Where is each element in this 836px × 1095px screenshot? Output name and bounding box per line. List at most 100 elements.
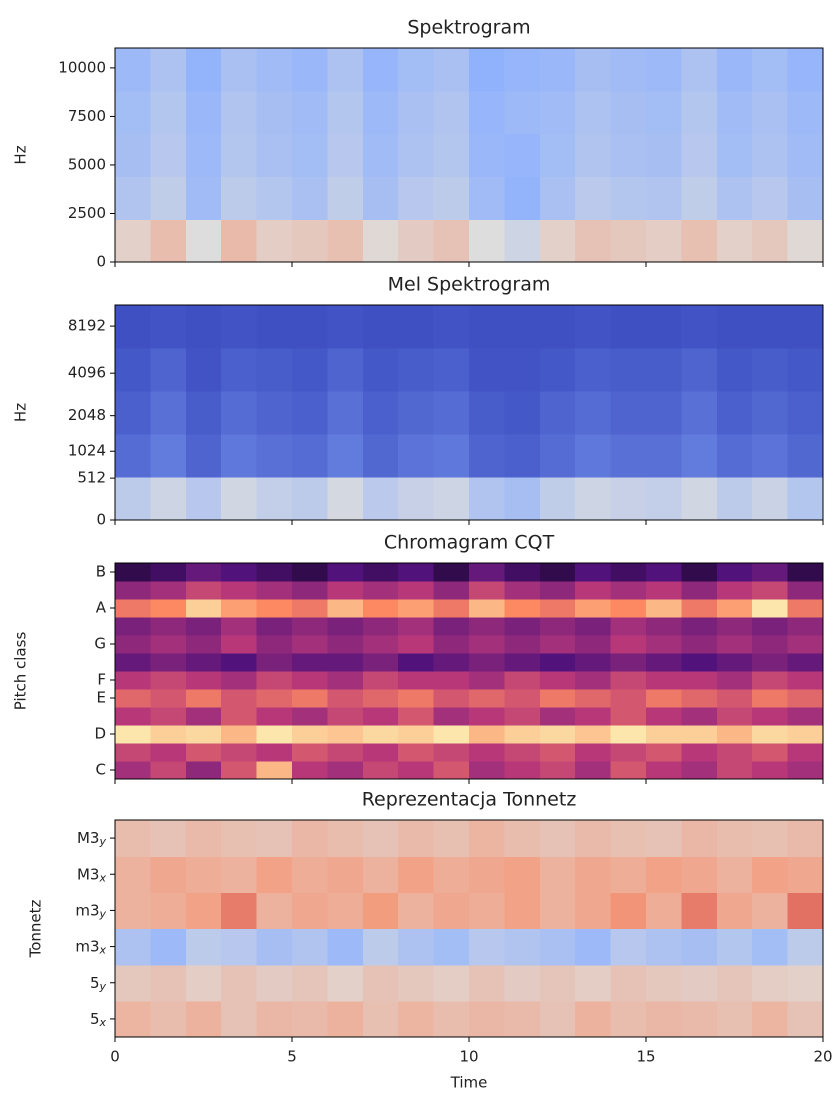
heatmap-cell bbox=[469, 653, 505, 672]
heatmap-cell bbox=[362, 581, 399, 600]
heatmap-cell bbox=[504, 856, 541, 893]
heatmap-cell bbox=[610, 219, 647, 263]
heatmap-cell bbox=[433, 176, 470, 220]
heatmap-cell bbox=[398, 48, 435, 92]
heatmap-cell bbox=[362, 617, 399, 636]
heatmap-cell bbox=[221, 653, 258, 672]
heatmap-cell bbox=[681, 90, 718, 135]
heatmap-cell bbox=[646, 219, 682, 263]
heatmap-cell bbox=[716, 653, 753, 672]
heatmap-cell bbox=[752, 391, 789, 435]
heatmap-cell bbox=[752, 892, 789, 930]
heatmap-cell bbox=[575, 892, 612, 930]
heatmap-cell bbox=[115, 348, 151, 392]
heatmap-cell bbox=[292, 48, 328, 92]
heatmap-cell bbox=[610, 725, 647, 744]
heatmap-cell bbox=[752, 599, 789, 618]
heatmap-cell bbox=[256, 964, 293, 1002]
heatmap-cell bbox=[575, 563, 612, 582]
heatmap-cell bbox=[221, 689, 258, 708]
heatmap-cell bbox=[292, 635, 328, 654]
heatmap-cell bbox=[256, 599, 293, 618]
heatmap-cell bbox=[610, 892, 647, 930]
heatmap-cell bbox=[575, 133, 612, 177]
heatmap-cell bbox=[787, 856, 824, 893]
heatmap-cell bbox=[398, 305, 435, 349]
heatmap-cell bbox=[716, 219, 753, 263]
heatmap-cell bbox=[221, 892, 258, 930]
heatmap-cell bbox=[256, 219, 293, 263]
heatmap-cell bbox=[504, 391, 541, 435]
heatmap-cell bbox=[115, 707, 151, 726]
heatmap-cell bbox=[115, 1000, 151, 1038]
heatmap-cell bbox=[610, 635, 647, 654]
heatmap-cell bbox=[575, 635, 612, 654]
heatmap-cell bbox=[504, 434, 541, 478]
heatmap-cell bbox=[681, 133, 718, 177]
heatmap-cell bbox=[115, 305, 151, 349]
heatmap-cell bbox=[327, 617, 364, 636]
y-tick-label: 0 bbox=[96, 511, 106, 529]
heatmap-cell bbox=[185, 133, 222, 177]
heatmap-cell bbox=[752, 434, 789, 478]
heatmap-cell bbox=[787, 689, 824, 708]
heatmap-cell bbox=[752, 617, 789, 636]
heatmap-cell bbox=[610, 348, 647, 392]
heatmap-cell bbox=[610, 305, 647, 349]
heatmap-cell bbox=[504, 348, 541, 392]
heatmap-cell bbox=[610, 581, 647, 600]
heatmap-cell bbox=[433, 617, 470, 636]
heatmap-cell bbox=[256, 928, 293, 966]
heatmap-cell bbox=[504, 599, 541, 618]
heatmap-cell bbox=[787, 725, 824, 744]
heatmap-cell bbox=[433, 599, 470, 618]
heatmap-cell bbox=[362, 563, 399, 582]
heatmap-cell bbox=[469, 434, 505, 478]
heatmap-cell bbox=[575, 671, 612, 690]
heatmap-cell bbox=[150, 820, 187, 857]
heatmap-cell bbox=[787, 928, 824, 966]
heatmap-cell bbox=[752, 90, 789, 135]
heatmap-cell bbox=[504, 219, 541, 263]
heatmap-cell bbox=[646, 48, 682, 92]
chart-title: Mel Spektrogram bbox=[388, 274, 551, 296]
heatmap-cell bbox=[787, 761, 824, 780]
heatmap-cell bbox=[221, 856, 258, 893]
heatmap-cell bbox=[681, 617, 718, 636]
y-tick-label: 7500 bbox=[68, 107, 106, 125]
heatmap-cell bbox=[716, 725, 753, 744]
heatmap-cell bbox=[221, 725, 258, 744]
y-tick-label: M3y bbox=[77, 829, 107, 849]
heatmap-cell bbox=[362, 48, 399, 92]
heatmap-cell bbox=[433, 434, 470, 478]
heatmap-cell bbox=[185, 90, 222, 135]
heatmap-cell bbox=[787, 820, 824, 857]
heatmap-cell bbox=[221, 617, 258, 636]
heatmap-cell bbox=[292, 761, 328, 780]
heatmap-cell bbox=[575, 707, 612, 726]
heatmap-cell bbox=[150, 90, 187, 135]
heatmap-cell bbox=[539, 892, 576, 930]
heatmap-cell bbox=[185, 928, 222, 966]
heatmap-cell bbox=[681, 434, 718, 478]
heatmap-cell bbox=[787, 653, 824, 672]
heatmap-cell bbox=[504, 133, 541, 177]
heatmap-cell bbox=[504, 820, 541, 857]
heatmap-cell bbox=[362, 133, 399, 177]
heatmap-cell bbox=[752, 1000, 789, 1038]
heatmap-cell bbox=[504, 48, 541, 92]
heatmap-cell bbox=[398, 892, 435, 930]
y-axis-label: Tonnetz bbox=[27, 899, 45, 958]
heatmap-cell bbox=[752, 707, 789, 726]
heatmap-cell bbox=[469, 617, 505, 636]
heatmap-cell bbox=[150, 219, 187, 263]
heatmap-cell bbox=[610, 928, 647, 966]
heatmap-cell bbox=[256, 348, 293, 392]
x-axis-label: Time bbox=[450, 1074, 488, 1092]
heatmap-cell bbox=[150, 725, 187, 744]
heatmap-cell bbox=[221, 964, 258, 1002]
heatmap-cell bbox=[610, 689, 647, 708]
heatmap-cell bbox=[469, 964, 505, 1002]
heatmap-cell bbox=[575, 820, 612, 857]
heatmap-cell bbox=[115, 477, 151, 521]
